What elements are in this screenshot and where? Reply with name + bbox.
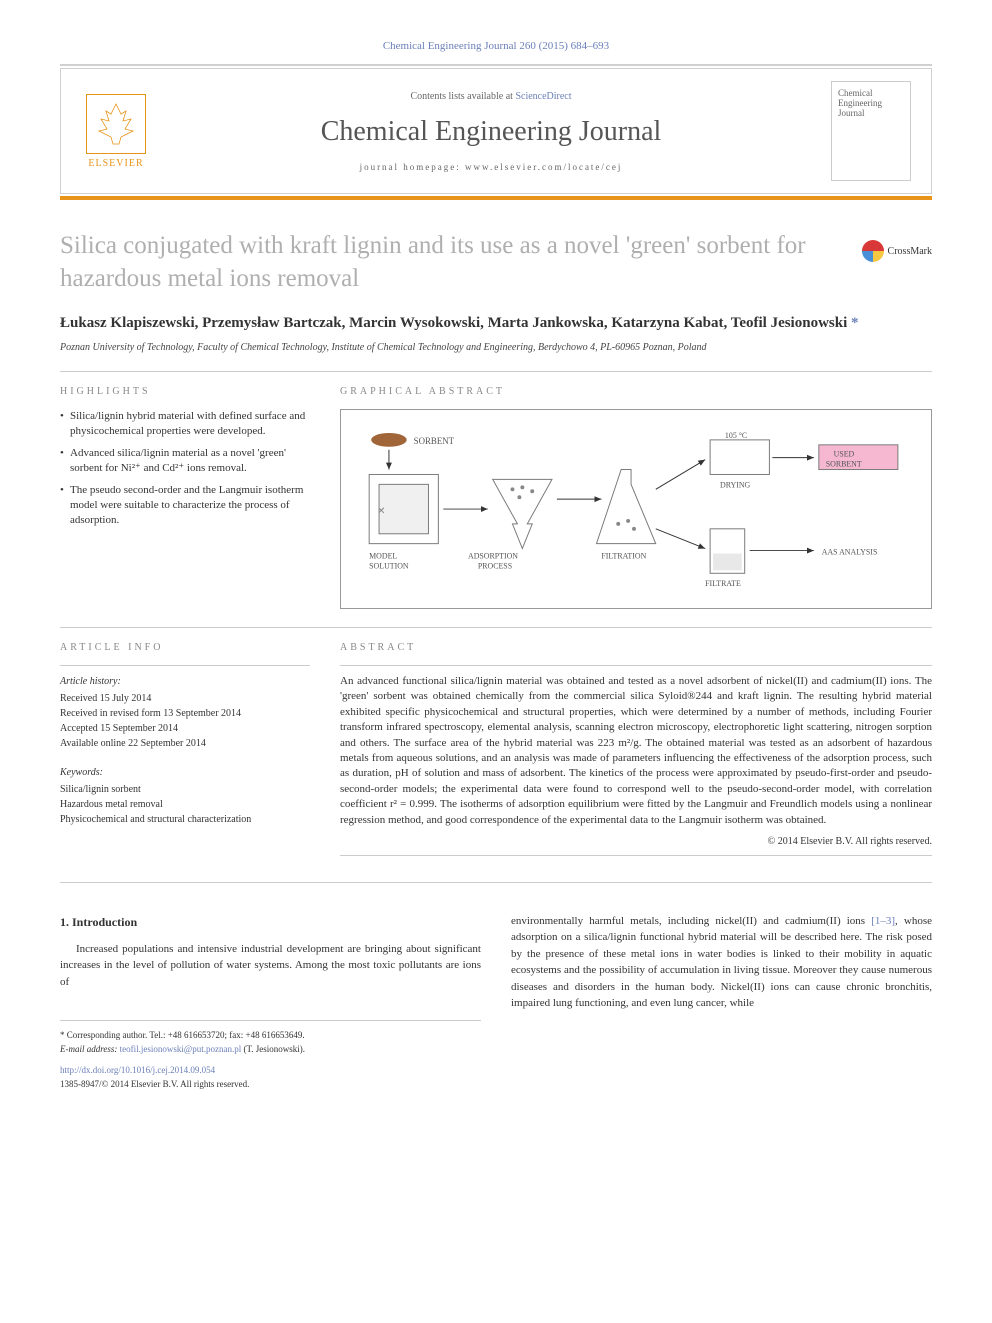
crossmark-label: CrossMark [888, 246, 932, 257]
abstract-text: An advanced functional silica/lignin mat… [340, 674, 932, 828]
history-label: Article history: [60, 674, 310, 689]
header-center: Contents lists available at ScienceDirec… [171, 91, 811, 172]
history-item: Available online 22 September 2014 [60, 736, 310, 751]
divider [60, 882, 932, 883]
corr-author-line: * Corresponding author. Tel.: +48 616653… [60, 1029, 481, 1043]
article-title: Silica conjugated with kraft lignin and … [60, 230, 820, 295]
journal-header: ELSEVIER Contents lists available at Sci… [60, 68, 932, 194]
sciencedirect-link[interactable]: ScienceDirect [515, 91, 571, 102]
svg-text:FILTRATE: FILTRATE [705, 579, 741, 588]
svg-text:DRYING: DRYING [720, 480, 751, 489]
highlight-item: The pseudo second-order and the Langmuir… [60, 483, 310, 529]
section-heading: 1. Introduction [60, 913, 481, 931]
affiliation: Poznan University of Technology, Faculty… [60, 342, 932, 353]
divider [340, 665, 932, 666]
svg-text:MODEL: MODEL [369, 551, 397, 560]
top-divider [60, 64, 932, 66]
article-info-label: ARTICLE INFO [60, 642, 310, 653]
cover-text: Chemical Engineering Journal [838, 88, 904, 118]
svg-text:AAS ANALYSIS: AAS ANALYSIS [822, 548, 878, 557]
graphical-abstract-column: GRAPHICAL ABSTRACT SORBENT ✕ MODEL SOLUT… [340, 386, 932, 609]
divider [60, 627, 932, 628]
graphical-abstract-svg: SORBENT ✕ MODEL SOLUTION ADSORPTION PROC… [356, 430, 916, 598]
issn-copyright: 1385-8947/© 2014 Elsevier B.V. All right… [60, 1078, 481, 1092]
email-suffix: (T. Jesionowski). [241, 1044, 305, 1054]
crossmark-badge[interactable]: CrossMark [862, 240, 932, 262]
article-info-block: Article history: Received 15 July 2014 R… [60, 674, 310, 827]
elsevier-tree-icon [86, 94, 146, 154]
body-two-column: 1. Introduction Increased populations an… [60, 913, 932, 1092]
corresponding-mark: * [847, 315, 858, 331]
info-abstract-row: ARTICLE INFO Article history: Received 1… [60, 642, 932, 864]
abstract-label: ABSTRACT [340, 642, 932, 653]
doi-link[interactable]: http://dx.doi.org/10.1016/j.cej.2014.09.… [60, 1064, 481, 1078]
journal-reference: Chemical Engineering Journal 260 (2015) … [60, 40, 932, 52]
svg-text:FILTRATION: FILTRATION [601, 551, 646, 560]
divider [60, 371, 932, 372]
svg-text:SOLUTION: SOLUTION [369, 561, 409, 570]
svg-text:PROCESS: PROCESS [478, 561, 512, 570]
section-title: Introduction [72, 915, 137, 929]
body-right-column: environmentally harmful metals, includin… [511, 913, 932, 1092]
history-item: Received in revised form 13 September 20… [60, 706, 310, 721]
crossmark-icon [862, 240, 884, 262]
highlights-column: HIGHLIGHTS Silica/lignin hybrid material… [60, 386, 310, 609]
contents-available: Contents lists available at ScienceDirec… [171, 91, 811, 102]
highlights-list: Silica/lignin hybrid material with defin… [60, 409, 310, 529]
citation-link[interactable]: [1–3] [871, 915, 895, 927]
keyword-item: Silica/lignin sorbent [60, 782, 310, 797]
email-label: E-mail address: [60, 1044, 120, 1054]
homepage-url[interactable]: www.elsevier.com/locate/cej [465, 162, 622, 172]
abstract-copyright: © 2014 Elsevier B.V. All rights reserved… [340, 836, 932, 847]
highlight-item: Silica/lignin hybrid material with defin… [60, 409, 310, 440]
graphical-abstract-figure: SORBENT ✕ MODEL SOLUTION ADSORPTION PROC… [340, 409, 932, 609]
highlights-label: HIGHLIGHTS [60, 386, 310, 397]
ga-sorbent-label: SORBENT [414, 436, 455, 446]
svg-text:✕: ✕ [377, 506, 385, 517]
abstract-column: ABSTRACT An advanced functional silica/l… [340, 642, 932, 864]
body-left-column: 1. Introduction Increased populations an… [60, 913, 481, 1092]
elsevier-label: ELSEVIER [88, 158, 143, 169]
body-paragraph: environmentally harmful metals, includin… [511, 913, 932, 1012]
authors-text: Łukasz Klapiszewski, Przemysław Bartczak… [60, 315, 847, 331]
corresponding-footer: * Corresponding author. Tel.: +48 616653… [60, 1020, 481, 1091]
body-text: , whose adsorption on a silica/lignin fu… [511, 915, 932, 1010]
body-paragraph: Increased populations and intensive indu… [60, 941, 481, 991]
keyword-item: Physicochemical and structural character… [60, 812, 310, 827]
journal-cover-thumb: Chemical Engineering Journal [831, 81, 911, 181]
svg-text:SORBENT: SORBENT [826, 460, 862, 469]
corr-email-link[interactable]: teofil.jesionowski@put.poznan.pl [120, 1044, 242, 1054]
keywords-label: Keywords: [60, 765, 310, 780]
svg-text:USED: USED [834, 450, 855, 459]
contents-text: Contents lists available at [410, 91, 515, 102]
history-item: Accepted 15 September 2014 [60, 721, 310, 736]
section-number: 1. [60, 915, 69, 929]
divider [340, 855, 932, 856]
keyword-item: Hazardous metal removal [60, 797, 310, 812]
journal-title: Chemical Engineering Journal [171, 116, 811, 148]
svg-text:105 °C: 105 °C [725, 431, 747, 440]
homepage-label: journal homepage: [360, 162, 465, 172]
elsevier-logo: ELSEVIER [81, 91, 151, 171]
author-list: Łukasz Klapiszewski, Przemysław Bartczak… [60, 313, 932, 334]
highlight-item: Advanced silica/lignin material as a nov… [60, 446, 310, 477]
article-info-column: ARTICLE INFO Article history: Received 1… [60, 642, 310, 864]
graphical-abstract-label: GRAPHICAL ABSTRACT [340, 386, 932, 397]
orange-accent-bar [60, 196, 932, 200]
divider [60, 665, 310, 666]
body-text: environmentally harmful metals, includin… [511, 915, 871, 927]
svg-text:ADSORPTION: ADSORPTION [468, 551, 518, 560]
journal-homepage: journal homepage: www.elsevier.com/locat… [171, 162, 811, 172]
highlights-graphical-row: HIGHLIGHTS Silica/lignin hybrid material… [60, 386, 932, 609]
email-line: E-mail address: teofil.jesionowski@put.p… [60, 1043, 481, 1057]
history-item: Received 15 July 2014 [60, 691, 310, 706]
